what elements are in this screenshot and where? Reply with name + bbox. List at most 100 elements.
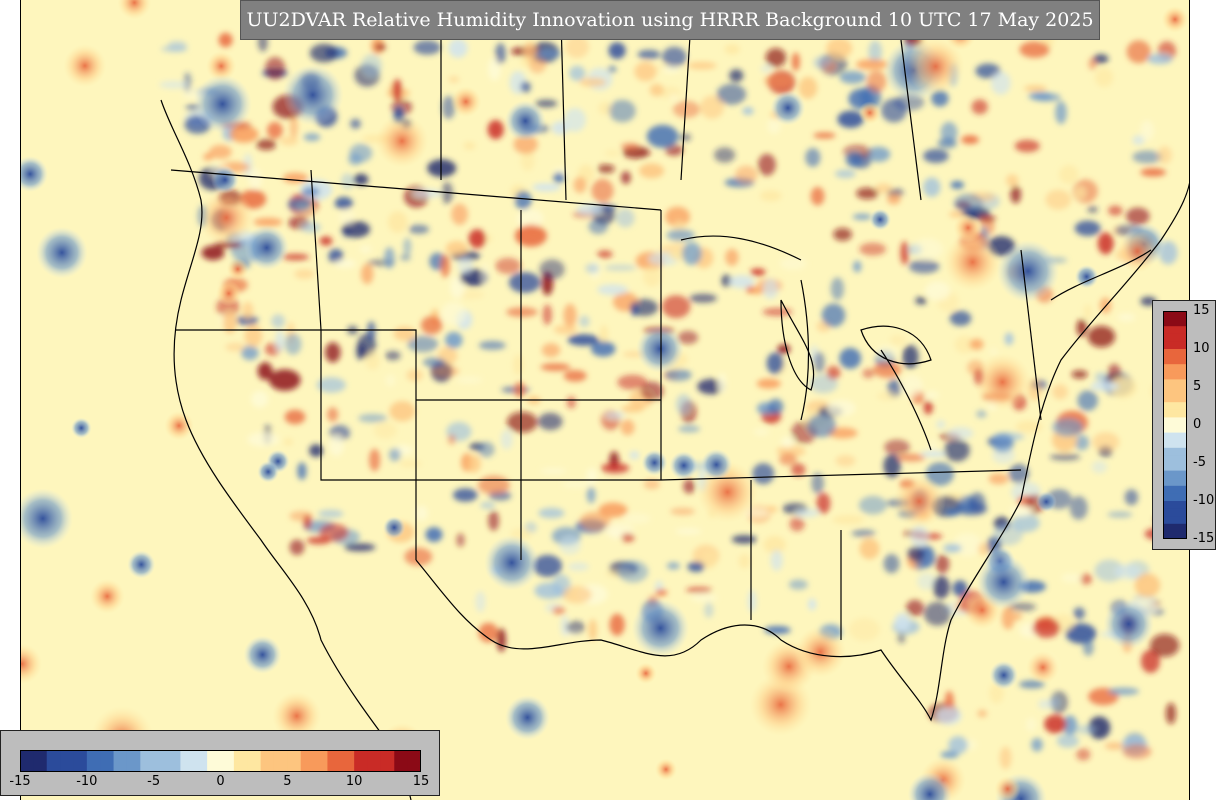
innovation-cell <box>729 69 744 82</box>
innovation-cell <box>241 345 259 361</box>
innovation-cell <box>747 589 757 613</box>
innovation-cell <box>539 259 565 280</box>
colorbar-swatch <box>327 750 342 772</box>
innovation-cell <box>1074 435 1090 451</box>
innovation-cell <box>457 256 474 275</box>
colorbar-swatch <box>1163 493 1187 502</box>
innovation-blob <box>21 488 73 549</box>
innovation-cell <box>915 296 927 305</box>
innovation-cell <box>687 61 717 70</box>
innovation-cell <box>327 407 339 422</box>
innovation-cell <box>1013 612 1022 621</box>
innovation-cell <box>597 284 628 296</box>
innovation-cell <box>700 95 724 119</box>
innovation-cell <box>508 272 541 293</box>
innovation-cell <box>248 168 262 190</box>
innovation-cell <box>456 533 465 548</box>
innovation-cell <box>1049 453 1081 461</box>
innovation-cell <box>952 580 968 597</box>
innovation-cell <box>640 381 664 401</box>
innovation-cell <box>731 535 757 544</box>
innovation-cell <box>350 118 361 129</box>
innovation-cell <box>753 428 769 436</box>
innovation-cell <box>757 153 776 176</box>
innovation-cell <box>247 432 279 447</box>
innovation-cell <box>1091 460 1108 474</box>
innovation-blob <box>210 165 240 194</box>
innovation-cell <box>448 76 460 83</box>
innovation-cell <box>702 551 717 570</box>
innovation-blob <box>953 213 983 243</box>
innovation-cell <box>553 172 565 183</box>
innovation-cell <box>826 399 856 417</box>
innovation-cell <box>932 575 950 599</box>
innovation-cell <box>828 427 858 439</box>
innovation-cell <box>920 450 948 458</box>
innovation-cell <box>1010 505 1032 517</box>
innovation-cell <box>664 369 692 381</box>
innovation-blob <box>906 37 965 96</box>
innovation-cell <box>334 259 356 269</box>
innovation-cell <box>365 351 380 371</box>
innovation-cell <box>1108 687 1140 696</box>
innovation-cell <box>552 606 566 615</box>
innovation-cell <box>1108 205 1123 216</box>
colorbar-swatch <box>233 750 248 772</box>
innovation-cell <box>672 100 701 118</box>
colorbar-swatch <box>1163 394 1187 403</box>
colorbar-swatch <box>380 750 395 772</box>
colorbar-swatch <box>1163 516 1187 525</box>
colorbar-horizontal-tick-label: 5 <box>283 774 292 789</box>
innovation-cell <box>678 425 701 433</box>
innovation-cell <box>1109 376 1137 398</box>
innovation-cell <box>881 98 907 123</box>
innovation-cell <box>856 187 879 200</box>
innovation-cell <box>400 254 411 261</box>
innovation-cell <box>821 303 846 328</box>
innovation-cell <box>1088 716 1111 739</box>
innovation-cell <box>665 206 690 227</box>
innovation-cell <box>475 591 486 613</box>
innovation-cell <box>900 375 923 398</box>
innovation-cell <box>534 582 564 599</box>
colorbar-swatch <box>180 750 195 772</box>
innovation-cell <box>1140 168 1167 177</box>
innovation-cell <box>940 121 958 143</box>
innovation-cell <box>666 562 681 570</box>
colorbar-swatch <box>1163 333 1187 342</box>
innovation-cell <box>289 539 305 556</box>
innovation-cell <box>538 507 565 519</box>
innovation-cell <box>762 278 779 300</box>
innovation-cell <box>687 561 705 573</box>
innovation-cell <box>1076 319 1088 337</box>
innovation-cell <box>597 250 613 259</box>
innovation-cell <box>908 259 940 274</box>
innovation-cell <box>1055 101 1067 125</box>
map-title: UU2DVAR Relative Humidity Innovation usi… <box>240 0 1100 40</box>
innovation-cell <box>159 80 189 89</box>
colorbar-swatch <box>1163 409 1187 418</box>
innovation-cell <box>830 277 845 301</box>
innovation-cell <box>760 65 772 72</box>
colorbar-horizontal: -15 -10 -5 0 5 10 15 <box>0 730 440 796</box>
innovation-cell <box>833 227 852 241</box>
innovation-cell <box>1125 207 1150 225</box>
innovation-cell <box>853 260 862 273</box>
innovation-cell <box>621 533 635 542</box>
innovation-cell <box>344 543 376 552</box>
innovation-cell <box>845 152 863 168</box>
innovation-cell <box>361 54 382 78</box>
innovation-cell <box>750 268 766 276</box>
innovation-cell <box>897 453 926 462</box>
innovation-cell <box>450 275 465 299</box>
innovation-cell <box>789 516 805 532</box>
innovation-cell <box>284 333 302 355</box>
innovation-cell <box>617 560 649 583</box>
innovation-cell <box>763 535 786 554</box>
innovation-cell <box>282 172 309 184</box>
innovation-cell <box>367 321 376 342</box>
innovation-cell <box>679 133 692 142</box>
innovation-cell <box>236 315 259 326</box>
innovation-cell <box>912 238 943 261</box>
innovation-cell <box>752 463 775 485</box>
